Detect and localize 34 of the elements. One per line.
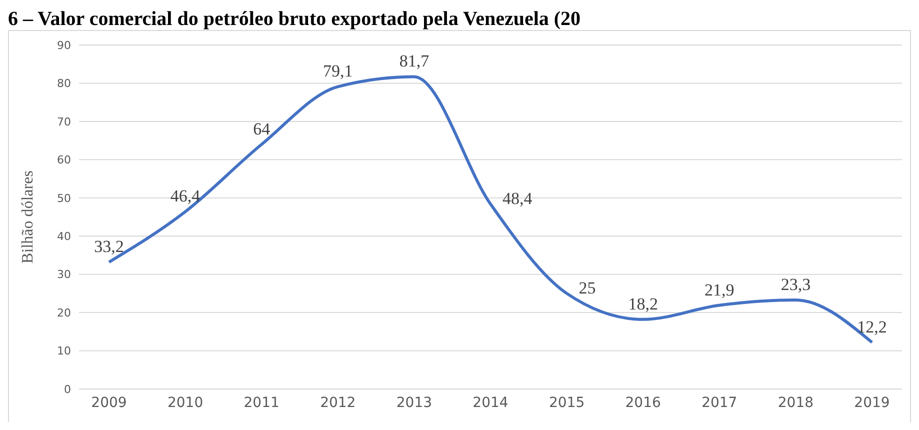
x-tick-label: 2010 — [167, 394, 204, 411]
x-tick-label: 2018 — [778, 394, 814, 411]
y-tick-label: 20 — [57, 306, 71, 320]
x-tick-label: 2016 — [625, 394, 661, 411]
x-tick-label: 2015 — [548, 394, 585, 411]
x-tick-label: 2009 — [91, 394, 127, 411]
data-label: 48,4 — [502, 189, 533, 208]
data-label: 23,3 — [780, 274, 811, 294]
y-tick-label: 80 — [57, 77, 71, 90]
x-tick-label: 2014 — [472, 394, 508, 411]
y-tick-label: 40 — [57, 230, 71, 244]
data-label: 46,4 — [170, 186, 201, 206]
data-label: 12,2 — [857, 317, 887, 336]
data-label: 33,2 — [94, 237, 124, 256]
x-tick-label: 2012 — [320, 394, 356, 411]
data-label: 18,2 — [628, 294, 658, 314]
y-tick-label: 60 — [57, 154, 71, 167]
data-label: 64 — [253, 119, 271, 138]
data-label: 81,7 — [399, 52, 430, 71]
y-tick-label: 10 — [57, 344, 71, 358]
y-tick-label: 90 — [57, 38, 71, 52]
y-axis-title: Bilhão dólares — [20, 170, 37, 264]
data-label: 25 — [578, 278, 596, 298]
x-tick-label: 2017 — [702, 394, 738, 411]
y-tick-label: 50 — [57, 192, 71, 205]
chart-title: 6 – Valor comercial do petróleo bruto exportado pela Venezuela (20 — [8, 8, 582, 30]
data-label: 79,1 — [323, 62, 353, 81]
x-tick-label: 2013 — [396, 394, 432, 411]
y-tick-label: 70 — [57, 115, 71, 128]
y-tick-label: 30 — [57, 268, 71, 282]
data-label: 21,9 — [704, 280, 734, 300]
y-tick-label: 0 — [64, 382, 71, 396]
x-tick-label: 2019 — [854, 394, 890, 411]
x-tick-label: 2011 — [244, 394, 280, 411]
